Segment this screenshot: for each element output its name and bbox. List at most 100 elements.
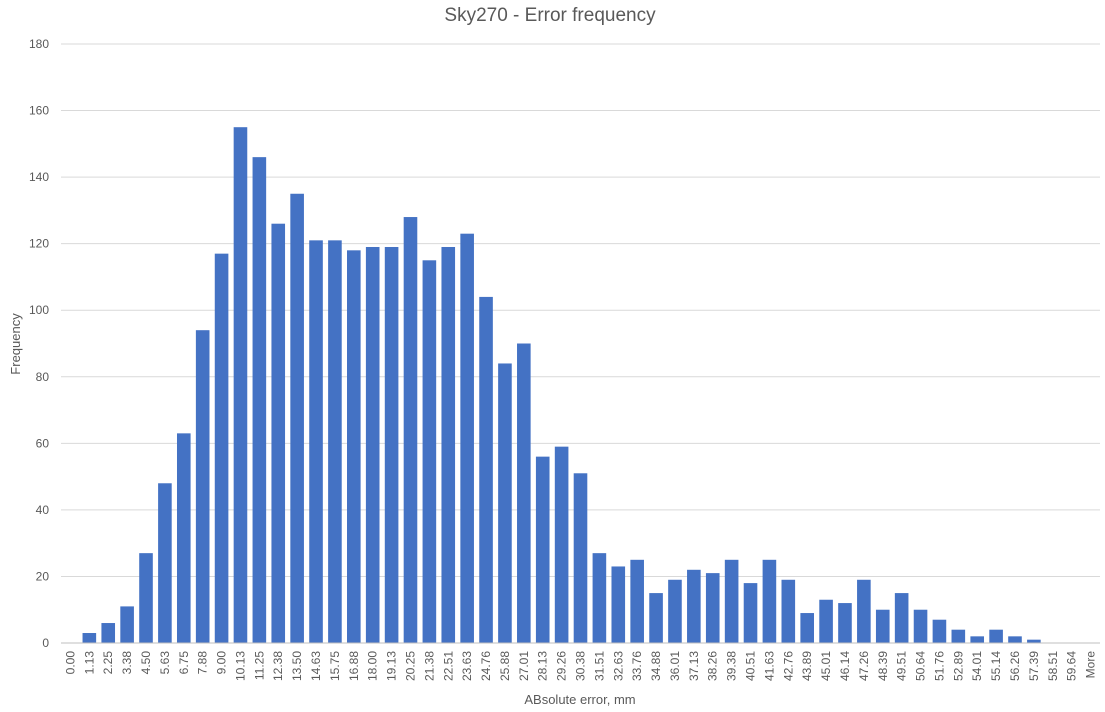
bar <box>214 253 229 643</box>
x-tick-label: 55.14 <box>989 651 1003 681</box>
bar <box>233 127 248 643</box>
x-tick-label: 48.39 <box>876 651 890 681</box>
bar <box>441 246 456 643</box>
x-tick-label: 3.38 <box>120 651 134 675</box>
bar <box>365 246 380 643</box>
y-tick-label: 0 <box>42 636 49 650</box>
x-tick-label: 41.63 <box>762 651 776 681</box>
bar <box>460 233 474 643</box>
x-tick-label: 12.38 <box>271 651 285 681</box>
bar <box>1027 639 1041 643</box>
bar <box>479 296 493 643</box>
bar <box>800 613 814 643</box>
x-axis-ticks: 0.00 1.13 2.25 3.38 4.50 5.63 6.75 7.88 9.00 10.1… <box>63 651 1097 681</box>
bar <box>687 569 701 643</box>
y-tick-label: 140 <box>29 170 49 184</box>
x-tick-label: 50.64 <box>914 651 928 681</box>
bar <box>668 579 682 643</box>
bar <box>819 599 833 643</box>
x-tick-label: 24.76 <box>479 651 493 681</box>
x-tick-label: 14.63 <box>309 651 323 681</box>
bar <box>252 157 267 643</box>
x-tick-label: 1.13 <box>82 651 96 675</box>
x-tick-label: 16.88 <box>347 651 361 681</box>
bar <box>724 559 739 643</box>
bar <box>592 553 607 643</box>
x-tick-label: 25.88 <box>498 651 512 681</box>
bar <box>970 636 985 643</box>
x-tick-label: 54.01 <box>970 651 984 681</box>
x-tick-label: 39.38 <box>725 651 739 681</box>
bar <box>913 609 928 643</box>
x-tick-label: 9.00 <box>215 651 229 675</box>
x-tick-label: 30.38 <box>574 651 588 681</box>
bar <box>498 363 512 643</box>
y-tick-label: 20 <box>36 569 50 583</box>
bar <box>630 559 644 643</box>
bar <box>554 446 569 643</box>
x-tick-label: 5.63 <box>158 651 172 675</box>
x-tick-label: 4.50 <box>139 651 153 675</box>
x-tick-label: More <box>1084 651 1098 679</box>
y-axis-label: Frequency <box>8 313 23 375</box>
x-tick-label: 28.13 <box>536 651 550 681</box>
bar <box>1008 636 1022 643</box>
x-tick-label: 20.25 <box>403 651 417 681</box>
bar <box>932 619 947 643</box>
x-tick-label: 13.50 <box>290 651 304 681</box>
bar <box>403 217 418 644</box>
bar <box>762 559 777 643</box>
x-tick-label: 33.76 <box>630 651 644 681</box>
bar <box>649 593 663 643</box>
x-tick-label: 36.01 <box>668 651 682 681</box>
x-axis-label: ABsolute error, mm <box>524 692 635 707</box>
x-tick-label: 47.26 <box>857 651 871 681</box>
x-tick-label: 18.00 <box>366 651 380 681</box>
bar <box>781 579 796 643</box>
x-tick-label: 49.51 <box>895 651 909 681</box>
bar <box>422 260 437 643</box>
bar <box>309 240 323 644</box>
bar <box>573 473 588 643</box>
y-tick-label: 120 <box>29 237 49 251</box>
x-tick-label: 2.25 <box>101 651 115 675</box>
x-tick-label: 57.39 <box>1027 651 1041 681</box>
bar <box>347 250 361 644</box>
y-tick-label: 40 <box>36 503 50 517</box>
x-tick-label: 40.51 <box>744 651 758 681</box>
y-tick-label: 100 <box>29 303 49 317</box>
y-axis-ticks: 0 20 40 60 80 100 120 140 160 180 <box>29 37 49 650</box>
bars <box>82 127 1041 644</box>
bar <box>176 433 191 643</box>
y-tick-label: 160 <box>29 104 49 118</box>
x-tick-label: 58.51 <box>1046 651 1060 681</box>
x-tick-label: 31.51 <box>592 651 606 681</box>
x-tick-label: 52.89 <box>951 651 965 681</box>
y-tick-label: 180 <box>29 37 49 51</box>
y-tick-label: 60 <box>36 436 50 450</box>
bar <box>139 553 153 643</box>
bar <box>989 629 1003 643</box>
bar <box>271 223 286 643</box>
bar <box>101 623 116 643</box>
bar <box>894 593 909 643</box>
bar <box>951 629 966 643</box>
bar <box>82 633 97 643</box>
bar <box>158 483 172 643</box>
x-tick-label: 59.64 <box>1065 651 1079 681</box>
bar <box>838 603 852 643</box>
bar <box>705 573 720 643</box>
bar <box>535 456 550 643</box>
bar <box>875 609 890 643</box>
x-tick-label: 43.89 <box>800 651 814 681</box>
chart-title: Sky270 - Error frequency <box>444 5 656 26</box>
x-tick-label: 21.38 <box>422 651 436 681</box>
bar <box>384 246 399 643</box>
x-tick-label: 27.01 <box>517 651 531 681</box>
bar <box>328 240 342 644</box>
x-tick-label: 32.63 <box>611 651 625 681</box>
x-tick-label: 11.25 <box>252 651 266 680</box>
x-tick-label: 29.26 <box>555 651 569 681</box>
x-tick-label: 23.63 <box>460 651 474 681</box>
